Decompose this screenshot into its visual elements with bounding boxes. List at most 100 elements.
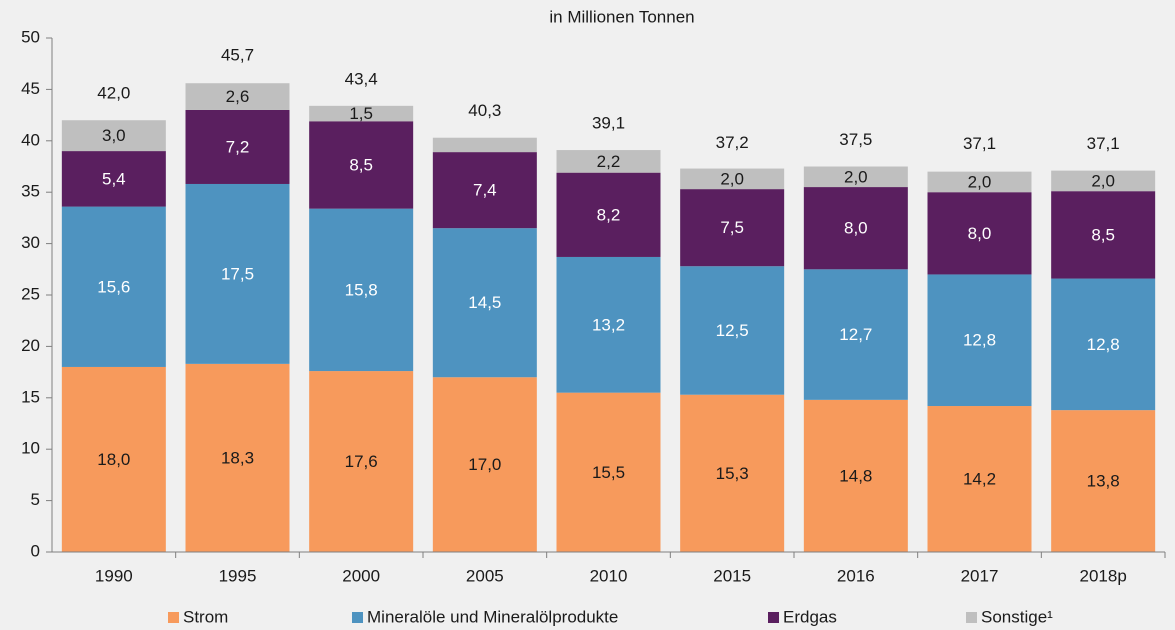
data-label: 15,5 [592, 463, 625, 482]
legend-label: Erdgas [783, 607, 837, 626]
y-tick-label: 30 [21, 233, 40, 252]
bar-segment [432, 228, 537, 378]
legend-swatch [168, 612, 179, 623]
legend-label: Strom [183, 607, 228, 626]
bar-segment [556, 256, 661, 393]
data-label: 7,4 [473, 181, 497, 200]
y-tick-label: 50 [21, 27, 40, 46]
x-tick-label: 1990 [95, 566, 133, 585]
data-label: 12,8 [1087, 335, 1120, 354]
bar-segment [556, 392, 661, 552]
data-label: 13,8 [1087, 472, 1120, 491]
y-tick-label: 5 [31, 490, 40, 509]
bar-segment [61, 120, 166, 152]
bar-segment [309, 371, 414, 552]
data-label: 12,8 [963, 331, 996, 350]
bar-segment [556, 172, 661, 257]
data-label: 8,5 [349, 155, 373, 174]
y-tick-label: 0 [31, 541, 40, 560]
y-tick-label: 20 [21, 336, 40, 355]
y-tick-label: 40 [21, 130, 40, 149]
bar-segment [432, 152, 537, 229]
total-label: 37,1 [1087, 134, 1120, 153]
data-label: 2,0 [720, 169, 744, 188]
data-label: 14,2 [963, 469, 996, 488]
data-label: 7,5 [720, 218, 744, 237]
bar-segment [432, 377, 537, 552]
bar-segment [927, 171, 1032, 193]
data-label: 17,0 [468, 455, 501, 474]
bar-segment [1051, 170, 1156, 192]
data-label: 5,4 [102, 169, 126, 188]
bar-segment [61, 206, 166, 367]
bar-segment [927, 192, 1032, 275]
bar-segment [803, 166, 908, 188]
bar-segment [185, 109, 290, 184]
x-tick-label: 2005 [466, 566, 504, 585]
total-label: 45,7 [221, 46, 254, 65]
bar-segment [309, 121, 414, 209]
y-tick-label: 45 [21, 79, 40, 98]
bar-segment [185, 363, 290, 552]
data-label: 2,6 [226, 87, 250, 106]
data-label: 2,0 [1091, 171, 1115, 190]
x-tick-label: 2015 [713, 566, 751, 585]
total-label: 42,0 [97, 84, 130, 103]
data-label: 2,2 [597, 152, 621, 171]
data-label: 2,0 [844, 167, 868, 186]
bar-segment [1051, 191, 1156, 279]
data-label: 15,3 [716, 464, 749, 483]
chart-subtitle: in Millionen Tonnen [549, 7, 694, 26]
total-label: 40,3 [468, 101, 501, 120]
y-tick-label: 15 [21, 387, 40, 406]
x-tick-label: 1995 [219, 566, 257, 585]
data-label: 15,6 [97, 277, 130, 296]
bar-segment [680, 266, 785, 395]
total-label: 37,5 [839, 130, 872, 149]
data-label: 2,0 [968, 172, 992, 191]
x-tick-label: 2018p [1080, 566, 1127, 585]
bar-segment [927, 274, 1032, 407]
bar-segment [309, 105, 414, 122]
bar-segment [61, 366, 166, 552]
bar-segment [1051, 410, 1156, 552]
x-tick-label: 2016 [837, 566, 875, 585]
data-label: 8,0 [844, 219, 868, 238]
y-tick-label: 35 [21, 182, 40, 201]
bar-segment [556, 150, 661, 173]
bar-segment [185, 183, 290, 364]
data-label: 3,0 [102, 126, 126, 145]
bar-segment [803, 399, 908, 552]
bar-segment [432, 137, 537, 153]
bar-segment [803, 269, 908, 400]
data-label: 18,3 [221, 448, 254, 467]
legend-label: Mineralöle und Mineralölprodukte [367, 607, 618, 626]
bar-segment [1051, 278, 1156, 411]
x-tick-label: 2010 [590, 566, 628, 585]
data-label: 1,5 [349, 104, 373, 123]
data-label: 7,2 [226, 137, 250, 156]
data-label: 12,5 [716, 321, 749, 340]
bar-segment [680, 394, 785, 552]
bar-segment [309, 208, 414, 372]
x-tick-label: 2000 [342, 566, 380, 585]
total-label: 37,2 [716, 133, 749, 152]
total-label: 39,1 [592, 114, 625, 133]
data-label: 14,5 [468, 293, 501, 312]
legend-swatch [352, 612, 363, 623]
data-label: 17,6 [345, 452, 378, 471]
legend-label: Sonstige¹ [981, 607, 1053, 626]
data-label: 13,2 [592, 315, 625, 334]
data-label: 17,5 [221, 264, 254, 283]
bar-segment [680, 168, 785, 190]
bar-segment [185, 83, 290, 110]
data-label: 14,8 [839, 466, 872, 485]
data-label: 8,5 [1091, 225, 1115, 244]
y-tick-label: 10 [21, 439, 40, 458]
total-label: 43,4 [345, 69, 378, 88]
y-tick-label: 25 [21, 284, 40, 303]
data-label: 15,8 [345, 280, 378, 299]
bar-segment [680, 189, 785, 267]
legend-swatch [966, 612, 977, 623]
